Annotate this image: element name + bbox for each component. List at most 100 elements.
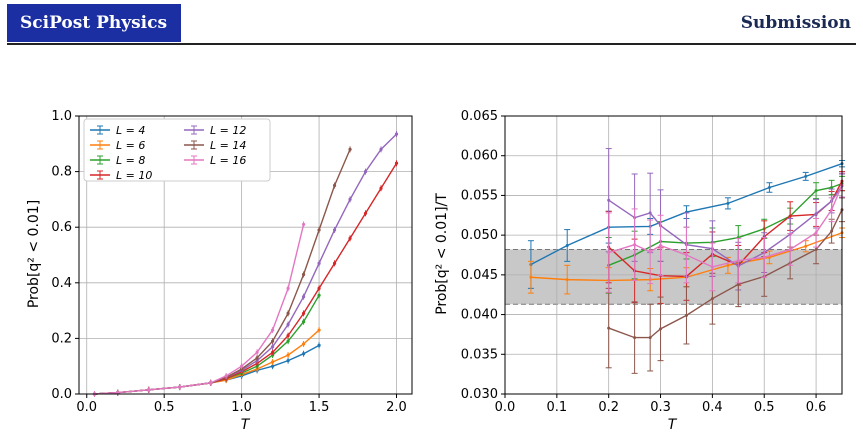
right-series-line-L14: [608, 209, 843, 339]
right-point-L16: [736, 259, 740, 263]
right-point-L16: [788, 247, 792, 251]
right-plot-series: [527, 148, 845, 374]
left-point-L14: [286, 311, 290, 315]
left-point-L4: [286, 359, 290, 363]
right-ytick-label: 0.065: [461, 109, 498, 124]
right-ytick-label: 0.045: [461, 268, 498, 283]
legend-label-L6: L = 6: [116, 139, 145, 152]
right-point-L14: [814, 247, 818, 251]
left-plot-legend: L = 4 L = 6 L = 8 L = 10 L = 12 L = 14 L = 16: [83, 118, 271, 182]
right-xlabel: T: [668, 417, 678, 433]
left-xtick-label: 1.5: [309, 400, 330, 415]
left-point-L12: [317, 261, 321, 265]
right-point-L16: [607, 251, 611, 255]
left-point-L14: [255, 356, 259, 360]
right-point-L14: [648, 336, 652, 340]
right-point-L4: [804, 174, 808, 178]
left-point-L16: [178, 385, 182, 389]
right-point-L8: [814, 189, 818, 193]
right-ytick-label: 0.040: [461, 308, 498, 323]
left-point-L10: [379, 186, 383, 190]
right-point-L4: [565, 243, 569, 247]
right-point-L16: [830, 208, 834, 212]
right-point-L6: [804, 244, 808, 248]
left-point-L10: [363, 211, 368, 215]
left-series-line-L4: [94, 344, 320, 395]
left-point-L12: [271, 345, 275, 349]
right-series-line-L12: [608, 185, 843, 267]
submission-label: Submission: [740, 13, 851, 33]
left-ytick-label: 0.2: [51, 331, 72, 346]
left-point-L14: [271, 339, 275, 343]
legend-label-L14: L = 14: [210, 139, 246, 152]
right-xtick-label: 0.5: [754, 400, 775, 415]
right-point-L14: [659, 327, 663, 331]
left-point-L16: [224, 374, 228, 378]
left-ytick-label: 1.0: [51, 109, 72, 124]
right-point-L14: [710, 297, 714, 301]
left-point-L10: [394, 161, 399, 165]
legend-label-L4: L = 4: [116, 124, 145, 137]
right-ytick-label: 0.030: [461, 387, 498, 402]
left-point-L16: [286, 286, 290, 290]
right-xtick-label: 0.4: [702, 400, 723, 415]
right-point-L16: [814, 231, 818, 235]
left-point-L6: [301, 342, 306, 346]
right-point-L16: [710, 265, 714, 269]
right-point-L4: [767, 185, 771, 189]
left-plot-series: [92, 131, 399, 397]
right-point-L14: [633, 336, 637, 340]
right-point-L14: [736, 282, 740, 286]
right-point-L12: [607, 198, 611, 202]
right-point-L6: [565, 278, 569, 282]
left-point-L12: [394, 132, 399, 136]
left-ytick-label: 0.6: [51, 220, 72, 235]
left-ytick-label: 0.8: [51, 165, 72, 180]
right-point-L16: [648, 250, 652, 254]
left-point-L14: [301, 272, 306, 277]
left-point-L16: [255, 350, 259, 354]
right-xtick-label: 0.0: [495, 400, 516, 415]
left-point-L12: [348, 197, 352, 201]
left-series-line-L8: [94, 294, 320, 395]
right-point-L6: [726, 263, 730, 267]
axes-frames: [78, 115, 843, 395]
legend-label-L12: L = 12: [210, 124, 246, 137]
right-xtick-label: 0.2: [598, 400, 619, 415]
right-point-L16: [633, 243, 637, 247]
left-point-L6: [317, 328, 321, 332]
left-point-L12: [379, 147, 383, 151]
left-point-L8: [301, 320, 306, 324]
right-xtick-label: 0.3: [650, 400, 671, 415]
right-point-L14: [684, 313, 688, 317]
tick-labels: 0.0 0.5 1.0 1.5 2.0 0.0 0.2 0.4 0.6 0.8 1.0 0.0 0.1 0…: [51, 109, 826, 415]
confidence-band: [505, 249, 842, 305]
left-point-L4: [271, 364, 275, 368]
left-point-L4: [317, 343, 321, 347]
left-point-L10: [348, 236, 352, 240]
left-point-L8: [286, 339, 290, 343]
right-plot-band: [505, 248, 842, 305]
left-point-L14: [317, 228, 321, 232]
left-point-L4: [301, 352, 306, 356]
left-point-L6: [271, 360, 275, 364]
left-point-L16: [116, 391, 120, 395]
right-ytick-label: 0.050: [461, 228, 498, 243]
left-point-L10: [271, 350, 275, 354]
right-point-L8: [830, 185, 834, 189]
left-ytick-label: 0.0: [51, 387, 72, 402]
left-point-L12: [301, 295, 306, 299]
left-point-L6: [286, 353, 290, 357]
left-point-L16: [271, 328, 275, 332]
left-xtick-label: 0.5: [154, 400, 175, 415]
left-ylabel: Prob[q² < 0.01]: [26, 200, 42, 308]
right-point-L16: [684, 253, 688, 257]
left-point-L10: [286, 334, 290, 338]
left-point-L16: [240, 364, 244, 368]
right-point-L16: [762, 255, 766, 259]
right-ytick-label: 0.035: [461, 347, 498, 362]
left-point-L12: [332, 228, 337, 232]
journal-badge: SciPost Physics: [7, 4, 181, 42]
right-xtick-label: 0.1: [547, 400, 568, 415]
